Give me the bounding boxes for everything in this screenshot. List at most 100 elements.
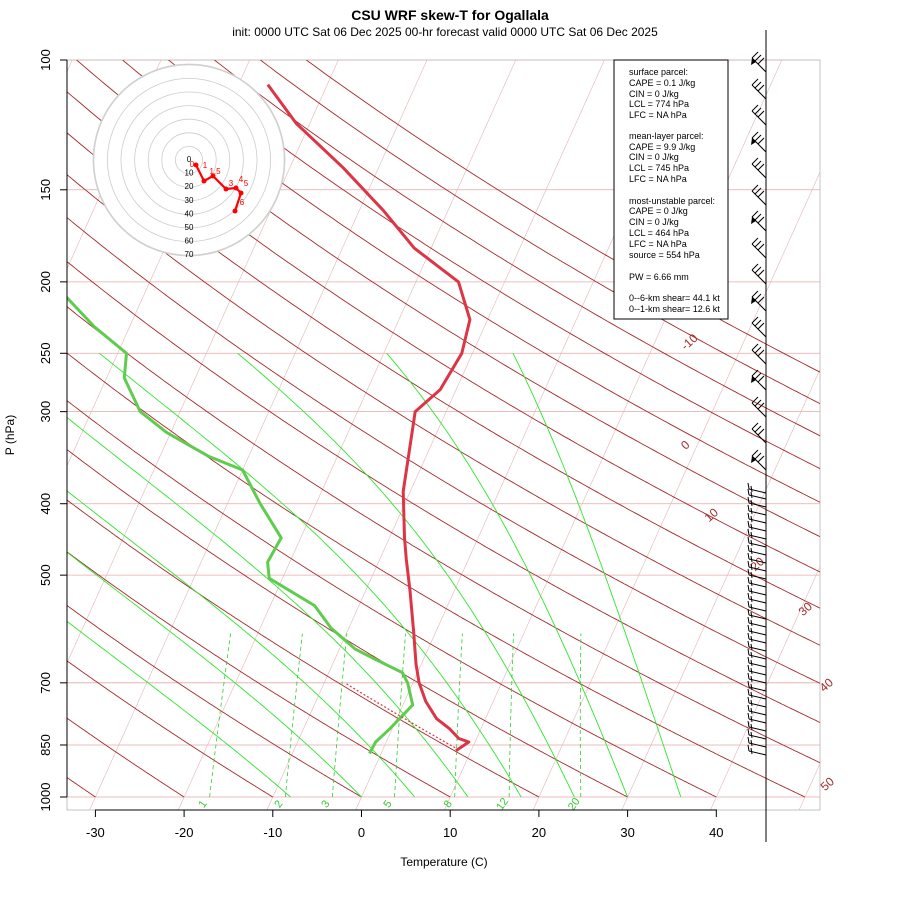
wind-barb-feather: [754, 107, 762, 115]
hodograph-ring: [107, 78, 271, 242]
hodograph-point: [223, 186, 229, 192]
isotherm-line: [67, 60, 339, 664]
wind-barb-staff: [751, 402, 767, 418]
wind-barb-feather: [754, 452, 762, 460]
hodograph-height-label: 6: [240, 198, 245, 207]
wind-barb-feather: [751, 343, 759, 351]
dry-adiabat-label: 10: [702, 505, 722, 525]
isotherm-line: [266, 60, 605, 810]
hodograph-ring: [134, 105, 244, 215]
wind-barb-feather: [754, 346, 762, 354]
temperature-tick-label: 20: [532, 825, 546, 840]
wind-barb-feather: [754, 240, 762, 248]
wind-barb-feather: [754, 160, 762, 168]
hodograph-ring-label: 10: [185, 169, 194, 178]
temperature-tick-label: -20: [175, 825, 194, 840]
most-unstable-cape: CAPE = 0 J/kg: [629, 206, 688, 216]
hodograph-ring: [174, 145, 203, 174]
isotherm-line: [710, 565, 820, 810]
dry-adiabat-line: [67, 660, 274, 798]
wind-barb-feather: [750, 507, 753, 515]
pressure-tick-label: 100: [38, 49, 53, 71]
wind-barb-feather: [750, 579, 753, 587]
wind-barb-feather: [751, 396, 759, 404]
wind-barb-pennant: [751, 138, 756, 145]
mean-layer-lfc: LFC = NA hPa: [629, 174, 687, 184]
wind-barb-feather: [747, 504, 750, 512]
wind-barb-pennant: [751, 297, 756, 304]
wind-barb-feather: [757, 57, 765, 65]
wind-barb-feather: [751, 263, 759, 271]
moist-adiabat-line: [237, 352, 575, 798]
mixing-ratio-label: 5: [381, 798, 394, 810]
dry-adiabat-line: [67, 216, 820, 684]
pressure-tick-label: 400: [38, 493, 53, 515]
wind-barb-feather: [750, 523, 753, 531]
wind-barb-staff: [751, 322, 767, 338]
wind-barb-feather: [757, 322, 765, 330]
mixing-ratio-label: 1: [196, 798, 209, 810]
hodograph-point: [238, 190, 244, 196]
wind-barb-feather: [750, 611, 753, 619]
wind-barb-feather: [750, 635, 753, 643]
wind-barb-feather: [751, 78, 759, 86]
wind-barb-feather: [747, 640, 750, 648]
wind-barb-feather: [757, 428, 765, 436]
most-unstable-cin: CIN = 0 J/kg: [629, 217, 679, 227]
pressure-tick-label: 250: [38, 342, 53, 364]
isotherm-line: [89, 60, 428, 810]
wind-barb-feather: [750, 715, 753, 723]
mixing-ratio-label: 3: [319, 798, 332, 810]
isotherm-line: [621, 368, 820, 810]
wind-barb-feather: [747, 512, 750, 520]
shear-0-1km: 0--1-km shear= 12.6 kt: [629, 304, 720, 314]
temperature-tick-label: 30: [620, 825, 634, 840]
wind-barb-feather: [750, 619, 753, 627]
wind-barb-feather: [750, 603, 753, 611]
mean-layer-lcl: LCL = 745 hPa: [629, 163, 689, 173]
wind-barb-feather: [747, 712, 750, 720]
mixing-ratio-line: [579, 633, 582, 798]
isotherm-line: [532, 171, 820, 810]
wind-barb-pennant: [751, 58, 756, 65]
dry-adiabat-line: [67, 499, 540, 798]
wind-barb-staff: [751, 190, 767, 206]
wind-barb-pennant: [751, 217, 756, 224]
most-unstable-source: source = 554 hPa: [629, 250, 700, 260]
hodograph-height-label: 3: [229, 179, 234, 188]
wind-barb-feather: [754, 425, 762, 433]
moist-adiabat-line: [386, 353, 629, 798]
wind-barb-feather: [747, 680, 750, 688]
mixing-ratio-label: 20: [566, 796, 583, 813]
moist-adiabat-line: [99, 352, 522, 798]
moist-adiabat-line: [512, 353, 682, 798]
wind-barb-feather: [747, 568, 750, 576]
parcel-trace: [344, 682, 458, 751]
wind-barb-feather: [747, 536, 750, 544]
hodograph-ring-label: 20: [185, 182, 194, 191]
wind-barb-feather: [747, 608, 750, 616]
wind-barb-feather: [747, 704, 750, 712]
wind-barb-feather: [751, 104, 759, 112]
wind-barb-feather: [750, 699, 753, 707]
dry-adiabat-label: 30: [796, 599, 816, 619]
wind-barb-feather: [750, 739, 753, 747]
hodograph-point: [232, 208, 238, 214]
wind-barb-feather: [757, 349, 765, 357]
wind-barb-feather: [750, 563, 753, 571]
hodograph-height-label: 5: [244, 179, 249, 188]
wind-barb-feather: [747, 552, 750, 560]
wind-barb-feather: [757, 375, 765, 383]
mixing-ratio-label: 12: [494, 796, 511, 813]
pressure-tick-label: 1000: [38, 783, 53, 812]
dry-adiabat-line: [67, 174, 820, 646]
wind-barb-staff: [751, 110, 767, 126]
wind-barb-feather: [750, 555, 753, 563]
hodograph-height-label: 0: [190, 160, 195, 169]
wind-barb-feather: [754, 319, 762, 327]
wind-barb-feather: [747, 488, 750, 496]
wind-barb-feather: [757, 402, 765, 410]
wind-barb-feather: [754, 81, 762, 89]
wind-barb-feather: [750, 531, 753, 539]
